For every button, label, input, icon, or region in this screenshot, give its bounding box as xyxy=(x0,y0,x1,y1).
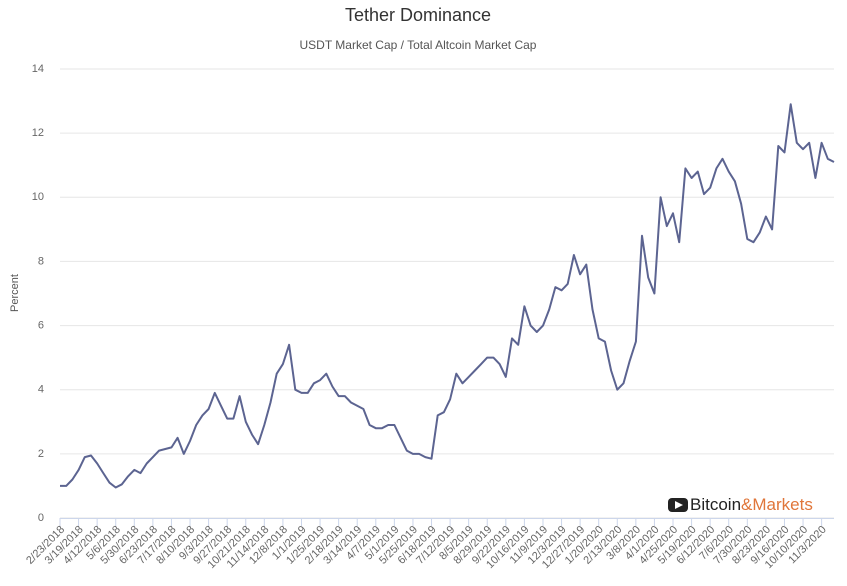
y-tick-label: 4 xyxy=(38,384,44,396)
y-tick-label: 14 xyxy=(32,63,44,75)
logo-icon-play xyxy=(675,501,683,509)
y-tick-label: 2 xyxy=(38,448,44,460)
logo-text-accent: &Markets xyxy=(741,495,813,514)
y-axis-label: Percent xyxy=(9,274,21,312)
logo-text: Bitcoin&Markets xyxy=(690,495,813,514)
y-tick-label: 12 xyxy=(32,127,44,139)
chart-title: Tether Dominance xyxy=(345,5,491,25)
logo: Bitcoin&Markets xyxy=(668,495,813,514)
y-tick-label: 0 xyxy=(38,512,44,524)
line-series xyxy=(60,103,835,489)
y-tick-label: 8 xyxy=(38,255,44,267)
chart-subtitle: USDT Market Cap / Total Altcoin Market C… xyxy=(300,38,537,52)
logo-text-main: Bitcoin xyxy=(690,495,741,514)
y-tick-label: 10 xyxy=(32,191,44,203)
y-tick-label: 6 xyxy=(38,319,44,331)
